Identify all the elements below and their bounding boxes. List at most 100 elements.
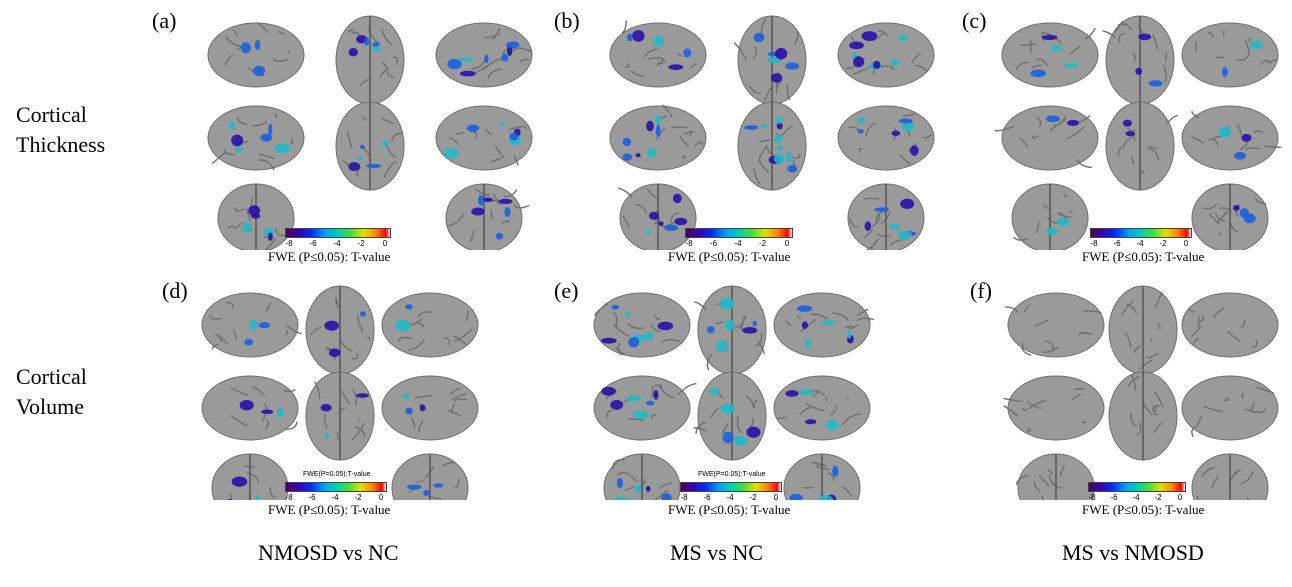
brain-medial-right [837, 105, 935, 171]
brain-lateral-right [1181, 22, 1279, 88]
colorbar-gradient [285, 482, 387, 492]
colorbar-tick-label: -4 [1132, 493, 1140, 502]
colorbar-tick-label: -8 [1088, 493, 1096, 502]
colorbar-tick-label: -8 [285, 493, 293, 502]
brain-lateral-left [201, 292, 303, 358]
brain-dorsal [1108, 285, 1178, 375]
brain-medial-left [609, 104, 707, 171]
colorbar-tick-label: -8 [685, 239, 693, 248]
colorbar-tick-label: -8 [1090, 239, 1098, 248]
brain-lateral-right [435, 22, 533, 88]
colorbar-tick-label: 0 [378, 493, 384, 502]
panel-a: (a) [152, 8, 560, 270]
panel-f: (f) [970, 278, 1292, 540]
brain-ventral [1108, 371, 1178, 461]
brain-posterior [1191, 453, 1269, 500]
brain-lateral-right [773, 292, 875, 358]
brain-medial-left [201, 375, 299, 441]
panel-e: (e) [554, 278, 962, 540]
colorbar-tick-label: 0 [1183, 239, 1189, 248]
brain-medial-right [1181, 105, 1282, 171]
panel-letter: (f) [970, 278, 992, 303]
brain-lateral-right [837, 22, 935, 88]
colorbar-tick-label: -4 [333, 239, 341, 248]
row-label-line1: Cortical [16, 102, 87, 127]
colorbar-tick-label: -6 [709, 239, 718, 248]
column-label-ms-vs-nmosd: MS vs NMOSD [1062, 540, 1204, 565]
row-label-thickness: Cortical Thickness [16, 100, 105, 160]
brain-anterior [211, 453, 289, 500]
brain-ventral [1105, 101, 1178, 191]
brain-dorsal [693, 285, 767, 375]
colorbar-tick-label: -6 [309, 239, 317, 248]
column-label-nmosd-vs-nc: NMOSD vs NC [258, 540, 399, 565]
brain-posterior [445, 183, 530, 250]
brain-dorsal [305, 285, 375, 375]
brain-anterior [603, 453, 681, 500]
colorbar-tick-label: -2 [1159, 239, 1167, 248]
brain-renderings [609, 15, 935, 250]
brain-medial-right [773, 375, 871, 441]
brain-posterior [391, 453, 469, 500]
brain-medial-left [207, 105, 305, 171]
colorbar-gradient [1088, 482, 1186, 492]
colorbar-tick-label: 0 [773, 493, 779, 502]
column-label-ms-vs-nc: MS vs NC [670, 540, 763, 565]
colorbar-caption: FWE (P≤0.05): T-value [268, 502, 391, 517]
colorbar-tick-label: -4 [734, 239, 742, 248]
panel-letter: (e) [554, 278, 579, 303]
colorbar-tick-label: -4 [1136, 239, 1144, 248]
brain-lateral-left [1001, 22, 1099, 88]
row-label-line2: Volume [16, 394, 85, 419]
brain-lateral-left [593, 292, 691, 358]
colorbar-tick-label: -2 [354, 493, 362, 502]
brain-posterior [1191, 183, 1269, 250]
colorbar-tick-label: 0 [382, 239, 388, 248]
brain-renderings [207, 15, 533, 250]
brain-dorsal [335, 15, 405, 105]
panel-d: (d) [162, 278, 570, 540]
colorbar-tick-label: 0 [1177, 493, 1183, 502]
brain-anterior [1015, 453, 1095, 500]
colorbar-tick-label: -6 [1110, 493, 1118, 502]
brain-medial-right [381, 375, 479, 441]
colorbar-tick-label: -2 [1154, 493, 1162, 502]
brain-ventral [693, 371, 767, 461]
brain-lateral-right [1181, 292, 1279, 358]
brain-medial-left [994, 105, 1099, 171]
panel-letter: (d) [162, 278, 188, 303]
colorbar-gradient [285, 228, 391, 238]
colorbar-caption: FWE (P≤0.05): T-value [1082, 249, 1205, 264]
brain-renderings [201, 285, 479, 500]
brain-ventral [305, 371, 375, 461]
colorbar-mini-title: FWE(P=0.05):T-value [698, 471, 766, 478]
brain-renderings [593, 285, 875, 500]
colorbar-mini-title: FWE(P=0.05):T-value [303, 471, 371, 478]
colorbar-caption: FWE (P≤0.05): T-value [668, 249, 791, 264]
panel-letter: (b) [554, 8, 580, 33]
brain-medial-right [1181, 375, 1279, 441]
brain-ventral [335, 101, 405, 191]
panel-letter: (c) [962, 8, 987, 33]
colorbar-tick-label: -2 [357, 239, 365, 248]
row-label-volume: Cortical Volume [16, 362, 87, 422]
brain-renderings [994, 15, 1282, 250]
brain-medial-left [1003, 375, 1105, 441]
row-label-line2: Thickness [16, 132, 106, 157]
brain-anterior [618, 183, 697, 250]
colorbar-tick-label: -6 [308, 493, 316, 502]
brain-anterior [217, 183, 295, 250]
colorbar-tick-label: -6 [1113, 239, 1121, 248]
brain-dorsal [733, 15, 807, 105]
colorbar-tick-label: 0 [784, 239, 790, 248]
brain-medial-right [435, 105, 533, 171]
colorbar-caption: FWE (P≤0.05): T-value [668, 502, 791, 517]
colorbar-caption: FWE (P≤0.05): T-value [1082, 502, 1205, 517]
colorbar-tick-label: -4 [726, 493, 734, 502]
colorbar-tick-label: -2 [758, 239, 767, 248]
brain-renderings [1003, 285, 1279, 500]
brain-ventral [737, 101, 807, 191]
brain-lateral-left [207, 22, 305, 88]
panel-letter: (a) [152, 8, 177, 33]
brain-posterior [847, 183, 925, 250]
